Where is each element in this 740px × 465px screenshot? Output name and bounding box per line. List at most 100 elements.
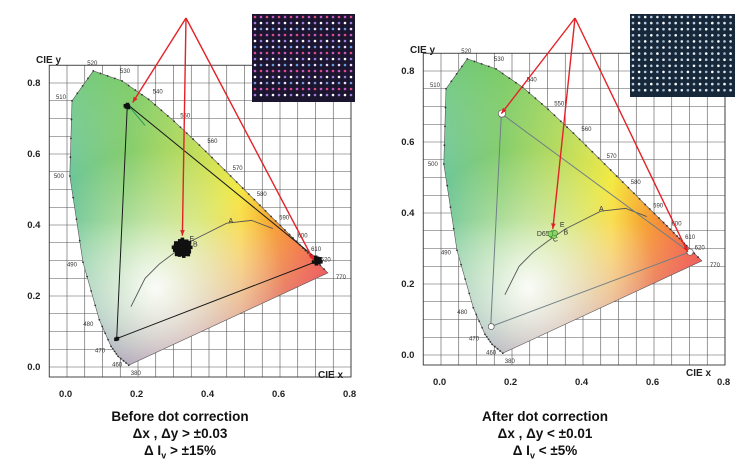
led-dot	[313, 57, 317, 61]
led-dot	[637, 76, 641, 80]
led-dot	[711, 52, 714, 55]
led-dot	[301, 39, 305, 43]
led-dot	[259, 27, 263, 31]
measured-point	[179, 249, 184, 254]
locus-tick	[90, 290, 93, 292]
led-dot	[631, 58, 635, 61]
led-dot	[343, 81, 347, 85]
led-dot	[717, 82, 720, 86]
led-dot	[295, 81, 299, 85]
led-dot	[319, 39, 323, 43]
led-dot	[331, 27, 335, 31]
white-point-label: C	[553, 236, 558, 243]
x-tick-label: 0.8	[343, 389, 356, 400]
locus-tick	[125, 362, 128, 364]
led-dot	[637, 58, 641, 61]
locus-tick	[456, 249, 458, 252]
locus-tick	[113, 77, 116, 80]
led-dot	[259, 21, 263, 25]
led-dot	[313, 69, 317, 73]
led-dot	[656, 64, 659, 68]
led-dot	[711, 76, 714, 80]
led-dot	[289, 75, 293, 79]
led-dot	[729, 58, 732, 61]
led-dot	[325, 75, 329, 79]
wavelength-label: 590	[653, 203, 664, 209]
led-dot	[325, 57, 329, 61]
led-dot	[680, 40, 684, 43]
led-dot	[319, 93, 323, 97]
led-dot	[668, 46, 671, 49]
locus-tick	[72, 196, 75, 199]
led-dot	[319, 27, 323, 31]
wavelength-label: 610	[685, 235, 696, 241]
white-point-label: B	[563, 229, 568, 236]
led-dot	[277, 21, 281, 25]
led-dot	[704, 52, 708, 55]
led-dot	[307, 63, 311, 67]
led-dot	[301, 27, 305, 31]
led-dot	[692, 40, 696, 43]
led-dot	[343, 87, 347, 91]
led-dot	[325, 39, 329, 43]
led-dot	[301, 21, 305, 25]
led-dot	[307, 93, 311, 97]
led-dot	[271, 51, 275, 55]
led-dot	[674, 64, 677, 68]
led-dot	[631, 52, 635, 55]
led-dot	[349, 51, 353, 55]
led-dot	[337, 63, 341, 67]
led-dot	[723, 15, 726, 19]
led-dot	[337, 87, 341, 91]
led-dot	[313, 93, 317, 97]
led-dot	[301, 81, 305, 85]
led-dot	[295, 87, 299, 91]
y-tick-label: 0.4	[27, 220, 41, 231]
led-dot	[313, 39, 317, 43]
led-dot	[711, 64, 714, 68]
led-dot	[717, 34, 720, 37]
led-dot	[349, 75, 353, 79]
x-tick-label: 0.2	[504, 377, 517, 388]
led-dot	[253, 57, 257, 61]
led-dot	[650, 15, 653, 19]
measured-point	[183, 244, 188, 249]
led-dot	[265, 69, 269, 73]
led-dot	[259, 93, 263, 97]
led-dot	[277, 51, 281, 55]
locus-tick	[323, 268, 326, 271]
led-dot	[271, 69, 275, 73]
wavelength-label: 570	[607, 154, 618, 160]
locus-tick	[185, 132, 188, 135]
wavelength-label: 520	[87, 61, 98, 67]
white-point-label: A	[229, 218, 234, 225]
wavelength-label: 470	[469, 336, 480, 342]
led-dot	[631, 76, 635, 80]
led-dot	[307, 57, 311, 61]
wavelength-label: 580	[257, 192, 268, 198]
led-dot	[637, 88, 641, 92]
locus-tick	[259, 204, 261, 207]
led-dot	[301, 63, 305, 67]
measured-point	[184, 252, 188, 257]
led-dot	[319, 69, 323, 73]
led-dot	[253, 75, 257, 79]
locus-tick	[446, 184, 449, 187]
led-dot	[698, 64, 702, 68]
locus-tick	[223, 169, 226, 171]
white-point-label: A	[599, 206, 604, 213]
led-dot	[698, 52, 702, 55]
led-dot	[319, 81, 323, 85]
caption-title: Before dot correction	[111, 409, 249, 424]
locus-tick	[676, 235, 678, 237]
locus-tick	[609, 169, 612, 171]
led-dot	[711, 82, 714, 86]
led-dot	[283, 39, 287, 43]
led-dot	[656, 82, 659, 86]
locus-tick	[449, 206, 452, 209]
led-dot	[698, 21, 702, 25]
led-dot	[674, 21, 677, 25]
led-dot	[656, 34, 659, 37]
y-tick-label: 0.8	[27, 78, 40, 89]
led-dot	[253, 33, 257, 37]
